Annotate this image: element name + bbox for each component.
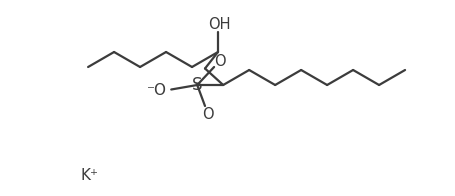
Text: S: S	[192, 76, 202, 94]
Text: O: O	[214, 54, 226, 68]
Text: O: O	[202, 106, 214, 122]
Text: ⁻O: ⁻O	[147, 83, 167, 98]
Text: K⁺: K⁺	[81, 168, 99, 182]
Text: OH: OH	[208, 16, 230, 32]
